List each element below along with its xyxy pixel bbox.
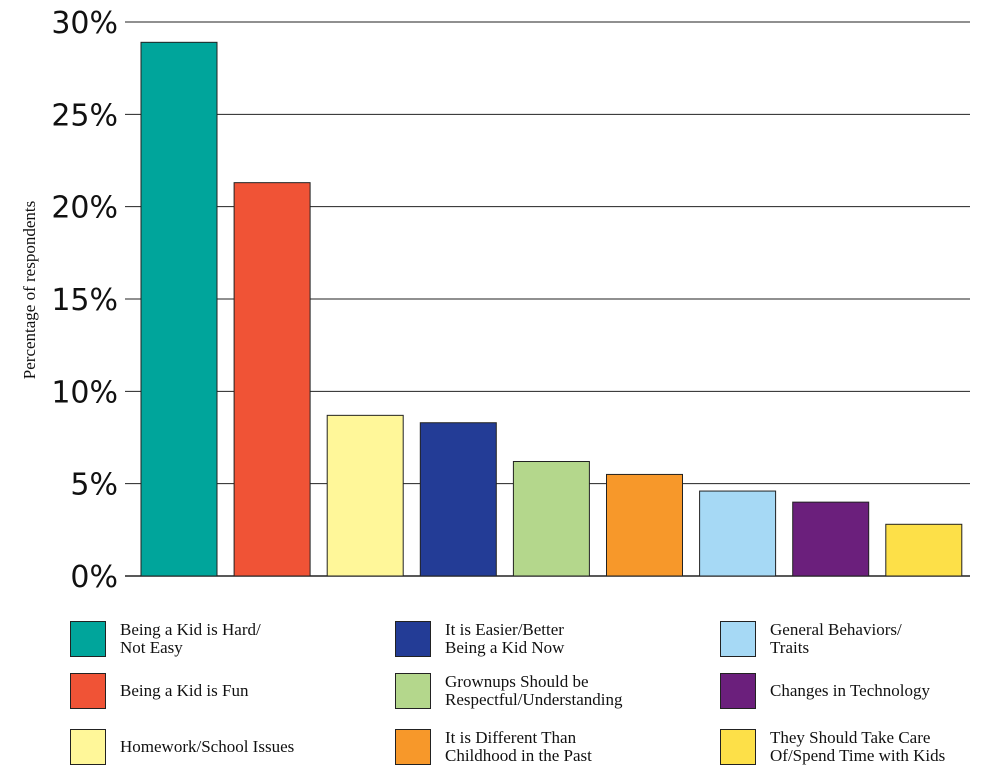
legend-swatch	[70, 673, 106, 709]
legend-swatch	[720, 729, 756, 765]
bars	[140, 41, 963, 577]
y-tick-label: 20%	[51, 191, 118, 226]
bar	[606, 473, 683, 577]
bar	[419, 422, 497, 577]
bar	[512, 461, 590, 577]
legend-label: Changes in Technology	[770, 681, 930, 700]
bar	[792, 501, 870, 577]
bar	[699, 490, 777, 577]
legend-item: Being a Kid is Hard/ Not Easy	[70, 621, 350, 657]
y-tick-label: 0%	[70, 560, 118, 595]
legend-swatch	[395, 729, 431, 765]
bar	[885, 523, 963, 577]
legend-swatch	[720, 673, 756, 709]
y-tick-label: 25%	[51, 98, 118, 133]
legend-swatch	[395, 621, 431, 657]
legend-swatch	[395, 673, 431, 709]
legend-item: Being a Kid is Fun	[70, 673, 350, 709]
bar	[233, 182, 311, 577]
y-axis-title: Percentage of respondents	[20, 201, 39, 379]
legend-label: They Should Take Care Of/Spend Time with…	[770, 728, 946, 765]
bar	[140, 41, 218, 577]
y-tick-label: 10%	[51, 375, 118, 410]
bar-chart: 0% 5% 10% 15% 20% 25% 30% Percentage of respon…	[20, 6, 970, 595]
y-tick-label: 15%	[51, 283, 118, 318]
legend-item: Homework/School Issues	[70, 729, 350, 765]
legend-swatch	[70, 621, 106, 657]
legend-item: Changes in Technology	[720, 673, 999, 709]
legend-item: They Should Take Care Of/Spend Time with…	[720, 729, 999, 765]
legend-label: Grownups Should be Respectful/Understand…	[445, 672, 623, 709]
y-tick-label: 5%	[70, 468, 118, 503]
legend-item: It is Easier/Better Being a Kid Now	[395, 621, 675, 657]
y-tick-labels: 0% 5% 10% 15% 20% 25% 30%	[51, 6, 118, 595]
legend-label: It is Easier/Better Being a Kid Now	[445, 620, 565, 657]
y-tick-label: 30%	[51, 6, 118, 41]
legend-label: Being a Kid is Hard/ Not Easy	[120, 620, 261, 657]
legend-label: Homework/School Issues	[120, 737, 295, 756]
bar	[326, 414, 404, 577]
legend-item: It is Different Than Childhood in the Pa…	[395, 729, 675, 765]
legend-item: Grownups Should be Respectful/Understand…	[395, 673, 675, 709]
legend-label: General Behaviors/ Traits	[770, 620, 902, 657]
legend-swatch	[720, 621, 756, 657]
legend-label: Being a Kid is Fun	[120, 681, 249, 700]
legend-label: It is Different Than Childhood in the Pa…	[445, 728, 592, 765]
legend-swatch	[70, 729, 106, 765]
legend-item: General Behaviors/ Traits	[720, 621, 999, 657]
